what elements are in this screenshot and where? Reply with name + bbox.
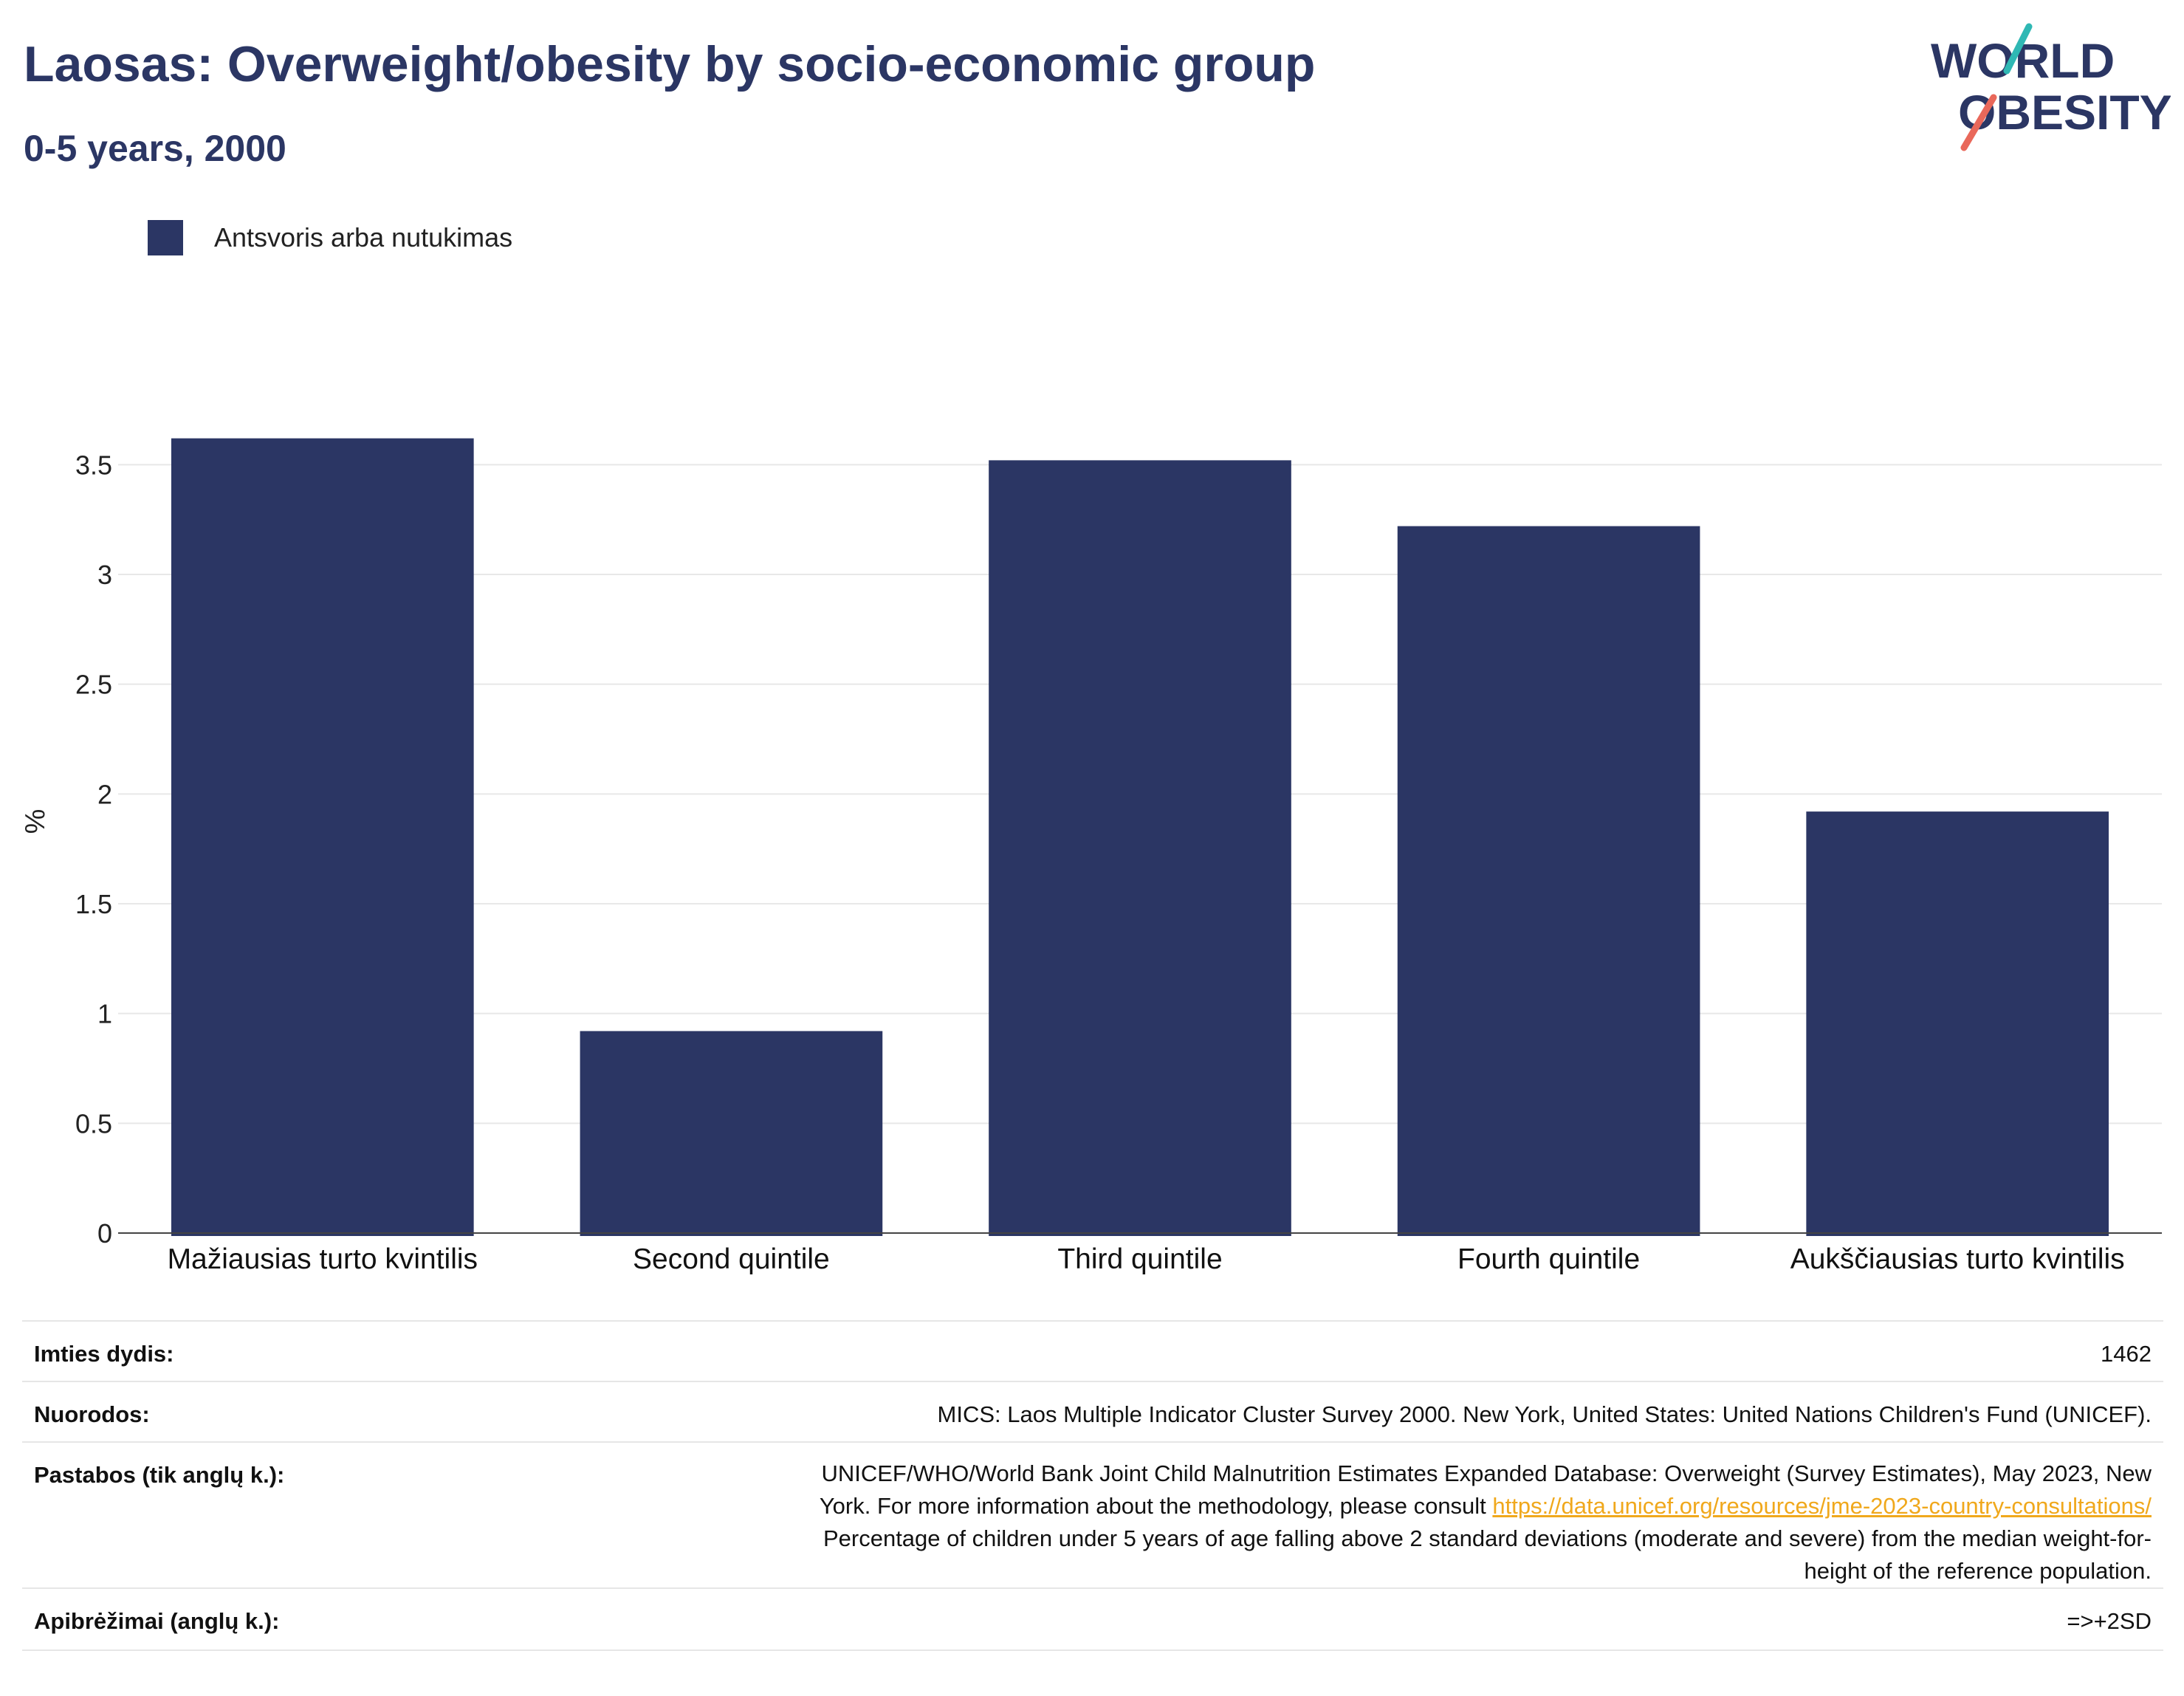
metadata-table: Imties dydis: 1462 Nuorodos: MICS: Laos … (22, 1320, 2163, 1667)
sample-size-label: Imties dydis: (34, 1341, 174, 1367)
x-tick-label: Fourth quintile (1457, 1243, 1640, 1275)
y-tick-label: 1.5 (75, 889, 112, 919)
sample-size-value: 1462 (2101, 1341, 2152, 1367)
logo-word-2: OBESITY (1958, 85, 2171, 140)
y-tick-label: 0.5 (75, 1108, 112, 1139)
x-tick-label: Mažiausias turto kvintilis (168, 1243, 478, 1275)
x-tick-label: Second quintile (633, 1243, 830, 1275)
meta-row-references: Nuorodos: MICS: Laos Multiple Indicator … (22, 1381, 2163, 1443)
y-tick-label: 1 (97, 999, 112, 1029)
y-tick-label: 2.5 (75, 670, 112, 700)
y-tick-label: 2 (97, 779, 112, 809)
bar[interactable] (171, 438, 474, 1236)
world-obesity-logo: WORLD OBESITY (1931, 23, 2171, 151)
notes-label: Pastabos (tik anglų k.): (34, 1462, 285, 1488)
meta-row-definitions: Apibrėžimai (anglų k.): =>+2SD (22, 1587, 2163, 1651)
references-value: MICS: Laos Multiple Indicator Cluster Su… (937, 1401, 2152, 1427)
y-axis-label: % (20, 809, 51, 834)
x-tick-label: Aukščiausias turto kvintilis (1790, 1243, 2125, 1275)
x-axis-ticks: Mažiausias turto kvintilis Second quintil… (168, 1243, 2125, 1275)
page-title: Laosas: Overweight/obesity by socio-econ… (24, 36, 1316, 92)
notes-value: UNICEF/WHO/World Bank Joint Child Malnut… (601, 1458, 2152, 1587)
legend-label: Antsvoris arba nutukimas (214, 222, 513, 253)
meta-row-notes: Pastabos (tik anglų k.): UNICEF/WHO/Worl… (22, 1441, 2163, 1589)
notes-line-3: Percentage of children under 5 years of … (823, 1525, 2152, 1551)
chart-legend[interactable]: Antsvoris arba nutukimas (148, 220, 512, 255)
notes-line-2: York. For more information about the met… (601, 1490, 2152, 1522)
legend-swatch (148, 220, 183, 255)
chart-bars (171, 438, 2109, 1236)
references-label: Nuorodos: (34, 1401, 150, 1427)
meta-row-sample-size: Imties dydis: 1462 (22, 1320, 2163, 1382)
bar[interactable] (1806, 811, 2109, 1236)
logo-slash-coral (1960, 94, 1997, 151)
y-tick-label: 0 (97, 1218, 112, 1249)
definitions-label: Apibrėžimai (anglų k.): (34, 1608, 280, 1634)
notes-link[interactable]: https://data.unicef.org/resources/jme-20… (1492, 1493, 2152, 1519)
page-subtitle: 0-5 years, 2000 (24, 128, 286, 169)
y-axis-ticks: 0 0.5 1 1.5 2 2.5 3 3.5 (75, 450, 112, 1249)
notes-line-4: height of the reference population. (1804, 1558, 2152, 1584)
definitions-value: =>+2SD (2067, 1608, 2152, 1634)
notes-line-1: UNICEF/WHO/World Bank Joint Child Malnut… (821, 1460, 2152, 1486)
notes-line-2-text: York. For more information about the met… (819, 1493, 1493, 1519)
y-tick-label: 3 (97, 560, 112, 590)
meta-bottom-rule (22, 1649, 2163, 1651)
x-tick-label: Third quintile (1057, 1243, 1222, 1275)
bar[interactable] (1397, 526, 1700, 1236)
bar-chart: 0 0.5 1 1.5 2 2.5 3 3.5 Mažiausias turto kvinti… (20, 438, 2162, 1275)
bar[interactable] (989, 460, 1291, 1236)
logo-slash-teal (2003, 23, 2033, 75)
bar[interactable] (580, 1031, 883, 1236)
y-tick-label: 3.5 (75, 450, 112, 480)
